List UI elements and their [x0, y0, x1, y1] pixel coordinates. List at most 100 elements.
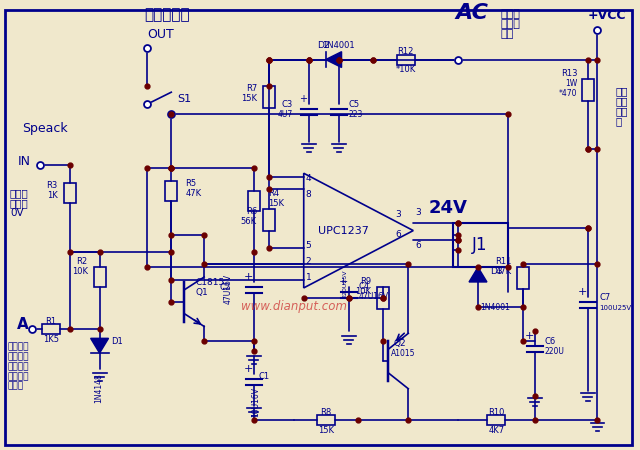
Text: 47U16V: 47U16V — [224, 274, 233, 304]
Bar — [42, 324, 60, 334]
Bar — [517, 267, 529, 289]
Text: C6: C6 — [545, 337, 556, 346]
Bar — [317, 415, 335, 425]
Text: R5: R5 — [185, 179, 196, 188]
Text: 15K: 15K — [241, 94, 257, 103]
Text: C4: C4 — [358, 282, 370, 291]
Text: 10K: 10K — [72, 267, 88, 276]
Text: R10: R10 — [488, 408, 504, 417]
Text: 1: 1 — [306, 273, 312, 282]
Text: C1: C1 — [259, 372, 270, 381]
Text: 欧姆）: 欧姆） — [8, 382, 24, 391]
Text: R2: R2 — [77, 257, 88, 266]
Text: +: + — [244, 364, 253, 374]
Text: R11: R11 — [495, 257, 512, 266]
Text: 15K: 15K — [318, 426, 334, 435]
Text: 1N4001: 1N4001 — [480, 303, 510, 312]
Text: 流电: 流电 — [616, 96, 628, 106]
Text: 6: 6 — [415, 241, 421, 250]
Text: 交流: 交流 — [501, 29, 514, 39]
Text: 47K: 47K — [496, 267, 512, 276]
Text: Speack: Speack — [22, 122, 68, 135]
Text: R12: R12 — [397, 47, 414, 56]
Text: 2: 2 — [306, 257, 311, 266]
Text: 4U7: 4U7 — [278, 110, 292, 119]
Bar — [165, 181, 177, 201]
Text: www.dianput.com: www.dianput.com — [241, 300, 347, 313]
Text: 3: 3 — [415, 208, 421, 217]
Bar — [488, 415, 506, 425]
Text: 47U16V: 47U16V — [358, 292, 388, 301]
Text: *470: *470 — [559, 89, 577, 98]
Text: 功放输: 功放输 — [10, 188, 29, 198]
Text: Q1: Q1 — [195, 288, 208, 297]
Text: +: + — [577, 287, 587, 297]
Text: C1815: C1815 — [195, 278, 225, 287]
Text: C2: C2 — [220, 283, 231, 292]
Text: IN: IN — [18, 155, 31, 168]
Text: 47K: 47K — [185, 189, 202, 198]
Text: 5: 5 — [306, 241, 312, 250]
Text: （零点几: （零点几 — [8, 372, 29, 381]
Text: +VCC: +VCC — [588, 9, 626, 22]
Text: +: + — [525, 331, 534, 341]
Polygon shape — [304, 173, 413, 288]
Text: C5: C5 — [349, 100, 360, 109]
Text: 4: 4 — [306, 174, 311, 183]
Text: S1: S1 — [177, 94, 191, 104]
Polygon shape — [469, 267, 487, 282]
Text: R13: R13 — [561, 69, 577, 78]
Text: 0V: 0V — [10, 208, 24, 218]
Text: A1015: A1015 — [391, 349, 416, 358]
Bar — [378, 287, 389, 309]
Text: +: + — [299, 94, 307, 104]
Text: 15K: 15K — [268, 199, 284, 208]
Bar — [93, 267, 106, 287]
Bar — [248, 191, 260, 211]
Text: 管上臂发: 管上臂发 — [8, 352, 29, 361]
Text: 10K: 10K — [355, 287, 371, 296]
Text: 24V: 24V — [428, 199, 467, 217]
Text: 56K: 56K — [241, 216, 257, 225]
Text: 220U25V: 220U25V — [342, 269, 348, 298]
Text: 端: 端 — [616, 116, 621, 126]
Text: 1N4001: 1N4001 — [323, 40, 355, 50]
Text: 接直: 接直 — [616, 86, 628, 96]
Text: 1K5: 1K5 — [43, 335, 59, 344]
Text: D2: D2 — [317, 40, 330, 50]
Text: 出中点: 出中点 — [10, 198, 29, 208]
Bar — [582, 79, 593, 101]
Text: Q2: Q2 — [394, 339, 406, 348]
Text: +: + — [339, 277, 348, 287]
Text: 223: 223 — [349, 110, 363, 119]
Text: R7: R7 — [246, 84, 257, 93]
Text: C7: C7 — [600, 293, 611, 302]
Text: 220U: 220U — [545, 347, 564, 356]
Text: R4: R4 — [268, 189, 279, 198]
Text: D1: D1 — [111, 337, 124, 346]
Text: 3: 3 — [396, 210, 401, 219]
Text: 10U16V: 10U16V — [251, 387, 260, 418]
Text: C3: C3 — [282, 100, 292, 109]
Text: A: A — [17, 317, 29, 333]
Text: 器次级: 器次级 — [501, 19, 521, 29]
Text: OUT: OUT — [147, 28, 174, 41]
Polygon shape — [326, 52, 342, 68]
Text: 6: 6 — [396, 230, 401, 238]
Text: R9: R9 — [360, 277, 371, 286]
Text: R8: R8 — [321, 408, 332, 417]
Text: 100U25V: 100U25V — [600, 305, 632, 310]
Text: R6: R6 — [246, 207, 257, 216]
Text: J1: J1 — [472, 236, 488, 254]
Polygon shape — [91, 338, 109, 353]
Text: 1W: 1W — [565, 79, 577, 88]
Text: R3: R3 — [47, 181, 58, 190]
Text: AC: AC — [455, 3, 488, 23]
Text: D3: D3 — [490, 267, 502, 276]
Text: 1K: 1K — [47, 191, 58, 200]
Text: 1N4148: 1N4148 — [95, 373, 104, 403]
Text: 8: 8 — [306, 190, 312, 199]
Bar — [64, 183, 76, 203]
Bar — [263, 209, 275, 230]
Bar — [263, 86, 275, 108]
